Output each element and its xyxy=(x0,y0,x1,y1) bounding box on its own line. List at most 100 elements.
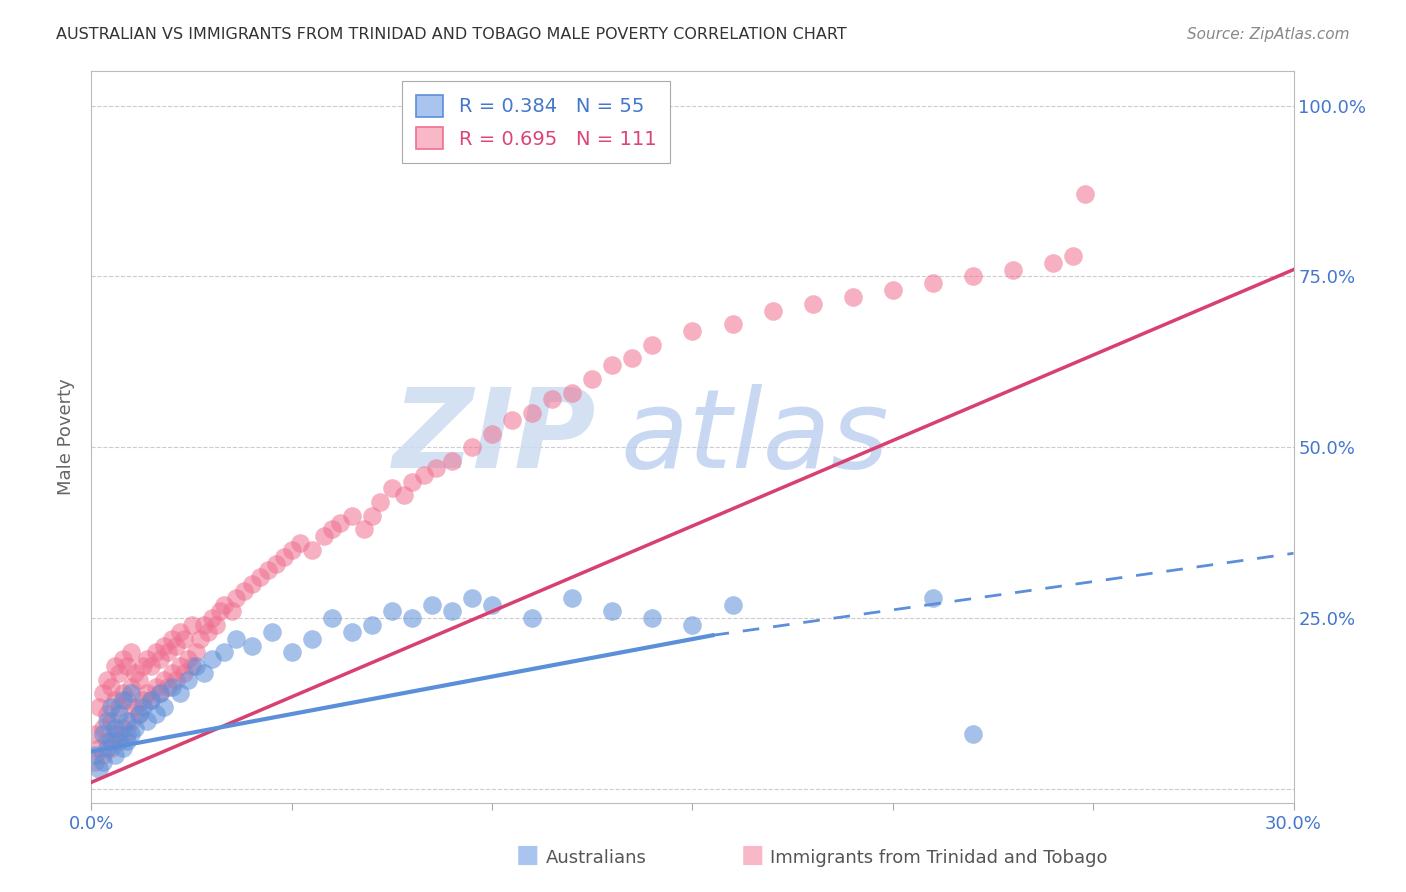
Point xyxy=(145,706,167,721)
Point xyxy=(522,406,544,420)
Point xyxy=(522,611,544,625)
Point xyxy=(89,762,111,776)
Point xyxy=(96,673,118,687)
Point xyxy=(340,624,363,639)
Point xyxy=(602,604,624,618)
Point xyxy=(420,598,443,612)
Text: ■: ■ xyxy=(741,843,763,867)
Point xyxy=(176,673,198,687)
Point xyxy=(121,727,143,741)
Point xyxy=(1062,249,1084,263)
Point xyxy=(413,467,436,482)
Point xyxy=(621,351,644,366)
Point xyxy=(225,591,247,605)
Point xyxy=(841,290,863,304)
Point xyxy=(641,338,664,352)
Point xyxy=(132,659,155,673)
Point xyxy=(312,529,335,543)
Point xyxy=(882,283,904,297)
Point xyxy=(176,652,198,666)
Point xyxy=(165,673,187,687)
Point xyxy=(112,693,135,707)
Text: AUSTRALIAN VS IMMIGRANTS FROM TRINIDAD AND TOBAGO MALE POVERTY CORRELATION CHART: AUSTRALIAN VS IMMIGRANTS FROM TRINIDAD A… xyxy=(56,27,846,42)
Point xyxy=(152,673,174,687)
Point xyxy=(321,522,343,536)
Point xyxy=(392,488,415,502)
Point xyxy=(1001,262,1024,277)
Point xyxy=(173,632,195,646)
Point xyxy=(197,624,219,639)
Point xyxy=(124,721,146,735)
Point xyxy=(84,747,107,762)
Point xyxy=(93,727,115,741)
Point xyxy=(681,324,703,338)
Point xyxy=(104,747,127,762)
Point xyxy=(89,700,111,714)
Point xyxy=(100,700,122,714)
Point xyxy=(117,727,139,741)
Point xyxy=(180,618,202,632)
Text: atlas: atlas xyxy=(620,384,889,491)
Point xyxy=(440,454,463,468)
Point xyxy=(136,686,159,700)
Point xyxy=(141,693,163,707)
Point xyxy=(381,481,404,495)
Text: Source: ZipAtlas.com: Source: ZipAtlas.com xyxy=(1187,27,1350,42)
Point xyxy=(249,570,271,584)
Point xyxy=(148,686,170,700)
Point xyxy=(121,686,143,700)
Point xyxy=(108,727,131,741)
Point xyxy=(360,618,382,632)
Point xyxy=(1042,256,1064,270)
Point xyxy=(93,747,115,762)
Point xyxy=(461,440,484,454)
Point xyxy=(89,741,111,756)
Point xyxy=(96,714,118,728)
Point xyxy=(152,639,174,653)
Point xyxy=(922,277,945,291)
Point xyxy=(340,508,363,523)
Point xyxy=(240,577,263,591)
Point xyxy=(160,665,183,680)
Point xyxy=(184,659,207,673)
Point xyxy=(180,659,202,673)
Point xyxy=(368,495,391,509)
Point xyxy=(173,665,195,680)
Point xyxy=(193,618,215,632)
Point xyxy=(136,652,159,666)
Point xyxy=(100,680,122,694)
Point xyxy=(117,693,139,707)
Point xyxy=(260,624,283,639)
Point xyxy=(801,297,824,311)
Point xyxy=(132,700,155,714)
Point xyxy=(381,604,404,618)
Point xyxy=(148,686,170,700)
Point xyxy=(104,727,127,741)
Point xyxy=(962,727,984,741)
Point xyxy=(93,686,115,700)
Point xyxy=(112,741,135,756)
Point xyxy=(561,385,583,400)
Point xyxy=(145,645,167,659)
Point xyxy=(93,755,115,769)
Point xyxy=(360,508,382,523)
Point xyxy=(264,557,287,571)
Point xyxy=(321,611,343,625)
Point xyxy=(721,598,744,612)
Point xyxy=(96,741,118,756)
Point xyxy=(160,632,183,646)
Legend: R = 0.384   N = 55, R = 0.695   N = 111: R = 0.384 N = 55, R = 0.695 N = 111 xyxy=(402,81,671,163)
Point xyxy=(169,659,191,673)
Point xyxy=(145,680,167,694)
Point xyxy=(108,665,131,680)
Point xyxy=(401,611,423,625)
Point xyxy=(96,734,118,748)
Point xyxy=(121,714,143,728)
Point xyxy=(281,542,304,557)
Point xyxy=(188,632,211,646)
Point xyxy=(148,652,170,666)
Point xyxy=(581,372,603,386)
Point xyxy=(762,303,785,318)
Point xyxy=(169,686,191,700)
Point xyxy=(201,652,224,666)
